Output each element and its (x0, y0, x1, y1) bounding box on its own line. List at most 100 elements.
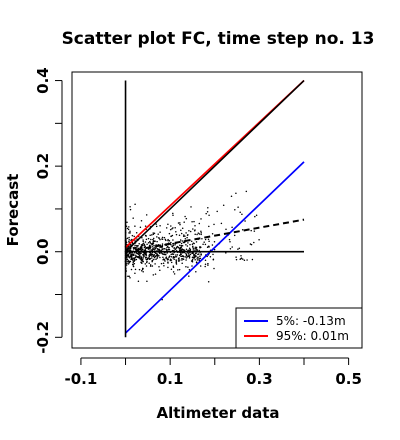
data-point (195, 270, 197, 273)
data-point (179, 223, 181, 226)
data-point (187, 253, 190, 255)
data-point (172, 239, 174, 241)
data-point (186, 245, 189, 247)
data-point (143, 246, 146, 249)
data-point (173, 273, 176, 275)
data-point (153, 246, 155, 249)
data-point (170, 235, 172, 238)
data-point (161, 248, 164, 250)
data-point (199, 255, 201, 258)
data-point (162, 256, 164, 259)
data-point (143, 252, 146, 255)
data-point (249, 243, 252, 245)
data-point (162, 258, 164, 261)
data-point (203, 241, 205, 243)
data-point (182, 241, 185, 244)
data-point (191, 258, 194, 261)
data-point (136, 255, 138, 258)
data-point (157, 254, 159, 257)
data-point (170, 225, 172, 227)
data-point (204, 243, 207, 246)
data-point (192, 228, 194, 230)
data-point (213, 223, 215, 226)
data-point (134, 247, 136, 250)
y-tick-label: 0.2 (34, 153, 52, 180)
data-point (135, 254, 137, 256)
y-axis-label: Forecast (4, 174, 22, 247)
data-point (168, 248, 171, 251)
data-point (231, 226, 233, 229)
series-line-1 (124, 161, 305, 334)
data-point (169, 258, 172, 261)
data-point (181, 262, 183, 265)
data-point (132, 261, 134, 263)
scatter-points (124, 190, 260, 301)
data-point (153, 253, 155, 256)
data-point (160, 245, 163, 248)
data-point (181, 240, 184, 242)
data-point (194, 233, 196, 235)
data-point (153, 258, 155, 261)
data-point (204, 259, 207, 262)
data-point (170, 268, 173, 270)
data-point (189, 230, 192, 233)
data-point (179, 222, 181, 224)
y-tick-label: 0.0 (34, 238, 52, 265)
data-point (129, 277, 131, 279)
legend-box (235, 307, 363, 349)
data-point (132, 257, 134, 259)
data-point (183, 221, 185, 223)
data-point (129, 260, 132, 263)
data-point (154, 263, 156, 265)
data-point (235, 256, 237, 258)
data-point (147, 257, 149, 259)
data-point (155, 225, 158, 228)
data-point (132, 263, 134, 265)
data-point (174, 248, 176, 251)
data-point (180, 244, 183, 247)
data-point (141, 246, 143, 248)
data-point (172, 253, 175, 255)
data-point (175, 230, 177, 233)
data-point (144, 263, 147, 265)
data-point (148, 262, 150, 264)
data-point (141, 268, 144, 271)
data-point (207, 280, 210, 283)
data-point (172, 266, 175, 268)
data-point (177, 269, 179, 271)
data-point (170, 261, 173, 264)
data-point (243, 259, 246, 262)
data-point (135, 252, 138, 254)
data-point (126, 259, 128, 261)
data-point (128, 275, 130, 277)
data-point (129, 255, 132, 258)
data-point (180, 249, 183, 252)
data-point (141, 245, 143, 247)
data-point (153, 232, 156, 235)
data-point (185, 217, 188, 220)
data-point (207, 264, 209, 266)
data-point (187, 266, 189, 268)
data-point (165, 227, 168, 229)
data-point (134, 256, 137, 258)
data-point (158, 237, 161, 239)
data-point (126, 237, 129, 240)
data-point (184, 235, 186, 237)
data-point (185, 254, 188, 257)
data-point (178, 268, 181, 271)
data-point (149, 265, 152, 267)
data-point (194, 225, 196, 227)
data-point (133, 258, 136, 261)
data-point (195, 241, 198, 243)
data-point (255, 214, 258, 216)
data-point (128, 261, 130, 264)
data-point (244, 220, 246, 222)
data-point (162, 262, 165, 265)
data-point (207, 262, 209, 265)
data-point (194, 247, 196, 250)
data-point (145, 238, 148, 241)
data-point (130, 252, 132, 254)
data-point (168, 256, 170, 259)
data-point (253, 241, 255, 244)
